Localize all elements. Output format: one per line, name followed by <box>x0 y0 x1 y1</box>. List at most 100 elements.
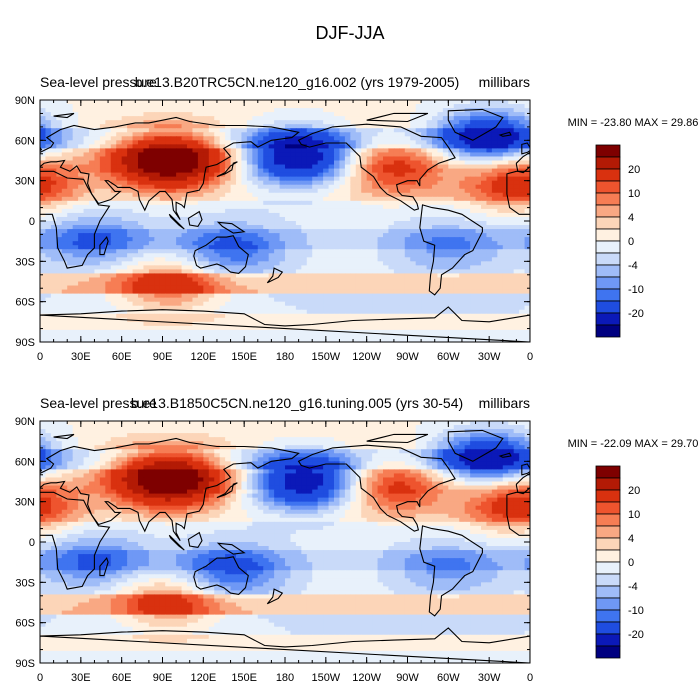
x-tick-label: 120E <box>190 351 216 363</box>
x-tick-label: 60W <box>437 351 460 363</box>
colorbar-label: -20 <box>628 308 644 320</box>
colorbar-box <box>595 276 621 290</box>
colorbar-box <box>595 513 621 527</box>
colorbar-box <box>595 144 621 158</box>
colorbar-box <box>595 477 621 491</box>
y-tick-label: 90N <box>15 95 35 107</box>
x-tick-label: 150W <box>311 672 340 684</box>
colorbar: 20 10 4 0 -4 -10 -20 <box>595 465 644 659</box>
coastlines <box>40 108 530 342</box>
colorbar-box <box>595 573 621 587</box>
colorbar-box <box>595 597 621 611</box>
slp-anomaly-field <box>40 100 530 342</box>
x-tick-label: 30E <box>71 672 91 684</box>
colorbar-box <box>595 288 621 302</box>
colorbar-box <box>595 537 621 551</box>
colorbar-box <box>595 633 621 647</box>
colorbar-box <box>595 501 621 515</box>
x-tick-label: 120E <box>190 672 216 684</box>
figure-title: DJF-JJA <box>316 23 385 43</box>
y-tick-label: 30N <box>15 176 35 188</box>
panel-units: millibars <box>479 74 530 90</box>
colorbar-box <box>595 324 621 338</box>
colorbar-box <box>595 228 621 242</box>
x-tick-label: 60E <box>112 672 132 684</box>
colorbar-box <box>595 585 621 599</box>
x-tick-label: 0 <box>527 351 533 363</box>
colorbar-box <box>595 549 621 563</box>
x-tick-label: 120W <box>352 672 381 684</box>
x-tick-label: 90E <box>153 672 173 684</box>
x-tick-label: 60E <box>112 351 132 363</box>
colorbar-label: 0 <box>628 557 634 569</box>
colorbar-box <box>595 252 621 266</box>
colorbar-label: -4 <box>628 260 638 272</box>
panel-title-left: Sea-level pressure <box>40 395 157 411</box>
colorbar-box <box>595 240 621 254</box>
colorbar-box <box>595 216 621 230</box>
x-tick-label: 30W <box>478 672 501 684</box>
y-tick-label: 60N <box>15 456 35 468</box>
x-tick-label: 90W <box>396 351 419 363</box>
x-tick-label: 180 <box>276 672 294 684</box>
panel-title-case: b.e13.B1850C5CN.ne120_g16.tuning.005 (yr… <box>131 395 463 411</box>
y-tick-label: 90N <box>15 416 35 428</box>
panel-units: millibars <box>479 395 530 411</box>
x-tick-label: 0 <box>37 672 43 684</box>
coastlines <box>40 429 530 663</box>
colorbar-box <box>595 645 621 659</box>
panel-bottom: Sea-level pressureb.e13.B1850C5CN.ne120_… <box>15 395 699 684</box>
colorbar-label: -10 <box>628 284 644 296</box>
colorbar-box <box>595 300 621 314</box>
colorbar-box <box>595 204 621 218</box>
colorbar-box <box>595 561 621 575</box>
colorbar-box <box>595 312 621 326</box>
x-tick-label: 90E <box>153 351 173 363</box>
y-tick-label: 30S <box>15 256 35 268</box>
colorbar-box <box>595 156 621 170</box>
colorbar-label: 4 <box>628 212 634 224</box>
panel-title-case: b.e13.B20TRC5CN.ne120_g16.002 (yrs 1979-… <box>135 74 460 90</box>
colorbar-label: 4 <box>628 533 634 545</box>
x-tick-label: 180 <box>276 351 294 363</box>
colorbar-label: -4 <box>628 581 638 593</box>
colorbar-label: 20 <box>628 164 640 176</box>
x-tick-label: 90W <box>396 672 419 684</box>
colorbar-box <box>595 168 621 182</box>
min-max-stats: MIN = -22.09 MAX = 29.70 <box>568 438 699 450</box>
y-tick-label: 0 <box>29 537 35 549</box>
y-tick-label: 60S <box>15 297 35 309</box>
slp-anomaly-field <box>40 421 530 663</box>
x-tick-label: 120W <box>352 351 381 363</box>
y-tick-label: 60N <box>15 135 35 147</box>
x-tick-label: 150W <box>311 351 340 363</box>
colorbar-label: -20 <box>628 629 644 641</box>
colorbar-box <box>595 465 621 479</box>
colorbar-box <box>595 621 621 635</box>
colorbar-box <box>595 264 621 278</box>
panel-title-left: Sea-level pressure <box>40 74 157 90</box>
colorbar-label: 0 <box>628 236 634 248</box>
y-tick-label: 90S <box>15 658 35 670</box>
colorbar-box <box>595 489 621 503</box>
colorbar-box <box>595 609 621 623</box>
y-tick-label: 30N <box>15 497 35 509</box>
y-tick-label: 0 <box>29 216 35 228</box>
colorbar-label: 20 <box>628 485 640 497</box>
y-tick-label: 30S <box>15 577 35 589</box>
colorbar-label: -10 <box>628 605 644 617</box>
x-tick-label: 150E <box>231 672 257 684</box>
x-tick-label: 60W <box>437 672 460 684</box>
colorbar-box <box>595 192 621 206</box>
colorbar-label: 10 <box>628 188 640 200</box>
min-max-stats: MIN = -23.80 MAX = 29.86 <box>568 117 699 129</box>
colorbar-box <box>595 180 621 194</box>
x-tick-label: 150E <box>231 351 257 363</box>
colorbar-label: 10 <box>628 509 640 521</box>
x-tick-label: 0 <box>37 351 43 363</box>
x-tick-label: 30W <box>478 351 501 363</box>
y-tick-label: 60S <box>15 618 35 630</box>
x-tick-label: 0 <box>527 672 533 684</box>
panel-top: Sea-level pressureb.e13.B20TRC5CN.ne120_… <box>15 74 699 363</box>
